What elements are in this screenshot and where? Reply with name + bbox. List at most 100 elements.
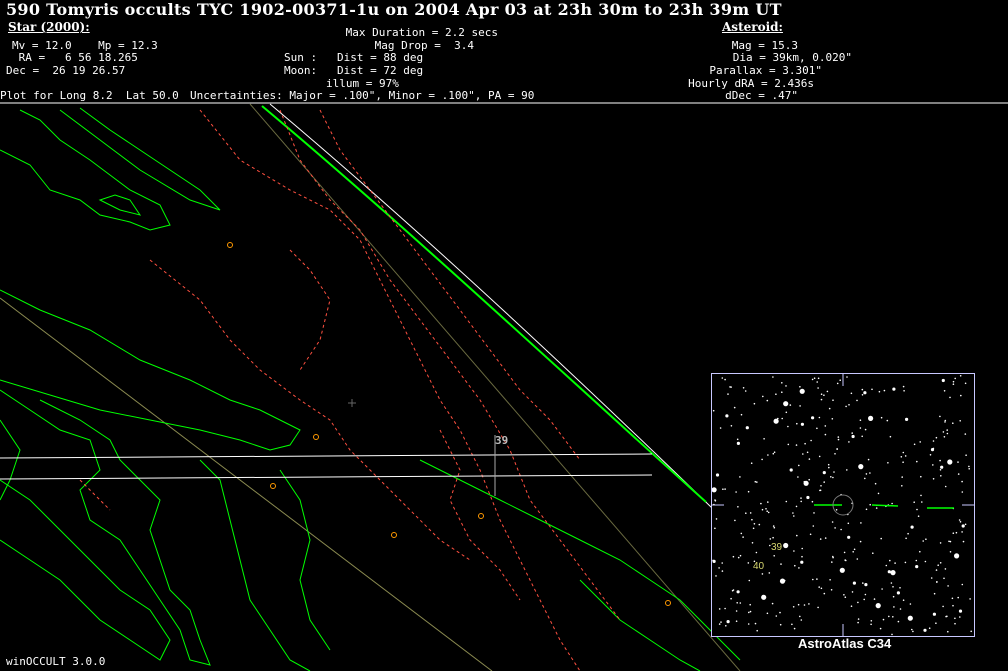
star-dot	[811, 500, 814, 503]
star-dot	[799, 405, 801, 407]
star-dot	[848, 441, 850, 443]
star-dot	[777, 417, 779, 420]
star-dot	[902, 385, 905, 388]
country-borders	[79, 109, 621, 671]
coastlines	[0, 107, 741, 671]
star-dot	[921, 501, 923, 503]
star-dot	[735, 620, 738, 622]
chart-label-40: 40	[753, 561, 765, 572]
star-dot	[831, 418, 834, 420]
star-dot	[745, 426, 749, 430]
star-dot	[753, 560, 756, 563]
star-dot	[856, 399, 858, 402]
star-dot	[753, 402, 756, 405]
star-dot	[811, 378, 814, 381]
star-dot	[893, 606, 895, 608]
star-dot	[890, 582, 893, 584]
star-dot	[891, 502, 893, 505]
star-dot	[964, 523, 967, 526]
star-dot	[916, 460, 918, 463]
star-dot	[851, 432, 853, 434]
star-dot	[756, 481, 758, 483]
star-dot	[802, 453, 804, 455]
star-dot	[919, 441, 921, 443]
star-dot	[818, 455, 821, 458]
star-dot	[959, 375, 962, 377]
star-dot	[961, 583, 964, 586]
star-dot	[811, 416, 815, 420]
star-dot	[875, 603, 881, 609]
star-dot	[793, 515, 795, 517]
star-dot	[748, 579, 751, 582]
star-dot	[962, 540, 965, 543]
star-dot	[828, 407, 831, 410]
star-dot	[912, 630, 914, 633]
star-dot	[952, 604, 954, 607]
star-dot	[968, 465, 970, 468]
mag-drop: Mag Drop = 3.4	[374, 39, 474, 52]
star-dot	[823, 592, 826, 595]
star-dot	[899, 608, 902, 610]
star-dot	[801, 547, 803, 550]
star-dot	[889, 435, 892, 438]
track-line	[249, 103, 741, 671]
star-dot	[923, 628, 927, 632]
star-dot	[867, 458, 870, 461]
star-dot	[958, 609, 963, 613]
star-dot	[887, 570, 891, 574]
star-heading: Star (2000):	[8, 20, 90, 34]
star-dot	[920, 475, 922, 478]
star-dot	[795, 444, 798, 446]
star-dot	[939, 415, 941, 418]
star-dot	[890, 570, 896, 576]
star-dot	[837, 436, 840, 438]
star-dot	[769, 544, 771, 547]
star-dot	[725, 625, 727, 627]
star-dot	[892, 387, 896, 391]
star-dot	[758, 523, 761, 526]
star-dot	[932, 447, 935, 450]
inset-caption: AstroAtlas C34	[798, 636, 892, 651]
star-dot	[939, 542, 942, 544]
star-dot	[840, 528, 842, 531]
star-dot	[874, 482, 877, 485]
star-dot	[769, 538, 772, 540]
star-dot	[856, 558, 859, 560]
star-dot	[761, 573, 764, 575]
path-south-limit	[0, 474, 653, 480]
star-dot	[829, 579, 831, 581]
star-dot	[768, 572, 771, 574]
star-dot	[957, 596, 959, 599]
star-dot	[915, 559, 918, 562]
star-dot	[947, 585, 949, 587]
star-dot	[819, 538, 822, 540]
star-dot	[891, 633, 893, 636]
star-dot	[772, 452, 775, 455]
star-dot	[783, 542, 789, 549]
star-dot	[887, 462, 889, 464]
star-dot	[859, 419, 862, 421]
star-dot	[730, 597, 732, 600]
star-dot	[800, 497, 802, 499]
star-dot	[852, 551, 854, 553]
star-dot	[885, 564, 888, 567]
star-dot	[832, 399, 834, 401]
star-dot	[959, 616, 961, 618]
star-dot	[943, 436, 946, 438]
star-dot	[904, 455, 907, 457]
star-dot	[796, 534, 798, 537]
star-dot	[960, 394, 962, 397]
star-dot	[870, 620, 873, 622]
star-dot	[817, 387, 819, 389]
star-dot	[861, 388, 864, 391]
star-dot	[715, 473, 720, 477]
star-dot	[952, 532, 955, 534]
site-markers	[227, 242, 671, 606]
star-dot	[803, 604, 806, 606]
star-dot	[860, 522, 862, 524]
star-dot	[844, 596, 847, 598]
star-dot	[834, 453, 836, 455]
star-dot	[824, 425, 827, 427]
star-dot	[789, 404, 792, 406]
star-dot	[736, 438, 739, 441]
